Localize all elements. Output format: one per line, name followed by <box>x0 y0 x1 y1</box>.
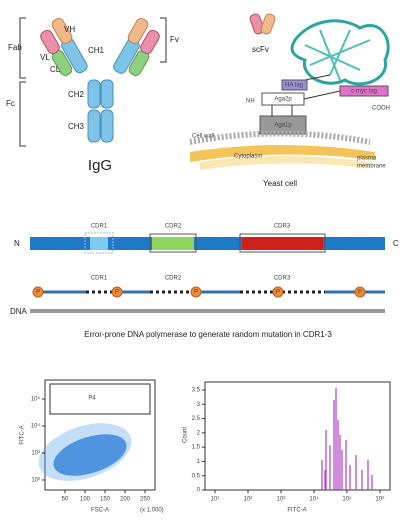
primer-label: P <box>276 290 280 296</box>
axis-label: FITC-A <box>287 508 306 514</box>
label: N <box>14 239 20 248</box>
x-tick-label: 200 <box>120 497 131 503</box>
label: Aga2p <box>274 97 292 103</box>
title: IgG <box>88 157 112 174</box>
y-tick-label: 1.5 <box>192 445 201 451</box>
label: VH <box>64 25 75 34</box>
ticks: 0 0.5 1 1.5 2 2.5 3 3.5 10¹ 10² 10³ 10⁴ 10⁵ 10⁶ <box>192 388 385 503</box>
label: C <box>393 239 399 248</box>
label: CH3 <box>68 122 85 131</box>
x-tick-label: 10⁴ <box>309 496 319 503</box>
primer <box>190 286 202 298</box>
y-tick-label: 10² <box>31 478 40 484</box>
label: Aga1p <box>274 123 292 129</box>
axis-label: Count <box>183 427 189 443</box>
x-tick-label: 10⁶ <box>375 496 385 503</box>
label: DNA <box>10 307 28 316</box>
label: CDR3 <box>274 276 291 282</box>
primer-label: P <box>115 290 119 296</box>
label: scFv <box>252 45 269 54</box>
gene <box>30 290 385 313</box>
y-tick-label: 3.5 <box>192 388 201 394</box>
primer <box>111 286 123 298</box>
primer-label: P <box>36 290 40 296</box>
label: CDR1 <box>91 276 108 282</box>
primer-label: P <box>358 290 362 296</box>
label: CDR1 <box>91 224 108 230</box>
label: Cytoplasm <box>234 154 262 160</box>
label: HA tag <box>285 83 303 89</box>
y-tick-label: 0 <box>197 488 201 494</box>
flow-plot <box>38 379 156 491</box>
primer-label: P <box>194 290 198 296</box>
protein-bar <box>30 232 385 254</box>
yeast-diagram <box>189 13 390 170</box>
x-tick-label: 10² <box>244 497 253 503</box>
label: COOH <box>372 106 390 112</box>
histogram <box>204 381 391 491</box>
ticks: 50 100 150 200 250 10² 10³ 10⁴ 10⁵ <box>31 396 151 503</box>
label: Cell wall <box>192 134 214 140</box>
primer <box>272 286 284 298</box>
y-tick-label: 10⁴ <box>31 423 41 430</box>
label: CDR2 <box>165 276 182 282</box>
label: plasma <box>357 156 377 162</box>
x-tick-label: 10¹ <box>211 497 220 503</box>
x-tick-label: 250 <box>140 497 151 503</box>
label: NH <box>246 99 255 105</box>
caption: Error-prone DNA polymerase to generate r… <box>84 330 332 339</box>
title: Yeast cell <box>263 179 297 188</box>
primer <box>354 286 366 298</box>
primer <box>32 286 44 298</box>
label: membrane <box>357 164 386 170</box>
label: CDR3 <box>274 224 291 230</box>
label: Fab <box>8 43 22 52</box>
axis-label: (x 1,000) <box>140 508 164 514</box>
x-tick-label: 50 <box>62 497 69 503</box>
label: CH2 <box>68 90 85 99</box>
y-tick-label: 0.5 <box>192 473 201 479</box>
axis-label: FITC-A <box>20 425 26 444</box>
y-tick-label: 10³ <box>31 451 40 457</box>
label: Fv <box>170 35 179 44</box>
x-tick-label: 100 <box>80 497 91 503</box>
label: P4 <box>88 396 96 402</box>
igg-diagram <box>19 17 167 147</box>
axis-label: FSC-A <box>91 508 109 514</box>
y-tick-label: 10⁵ <box>31 396 41 403</box>
x-tick-label: 10³ <box>277 497 286 503</box>
x-tick-label: 150 <box>100 497 111 503</box>
y-tick-label: 3 <box>197 402 201 408</box>
label: CH1 <box>88 46 105 55</box>
label: CL <box>50 65 61 74</box>
y-tick-label: 2.5 <box>192 416 201 422</box>
label: Fc <box>6 99 15 108</box>
label: CDR2 <box>165 224 182 230</box>
y-tick-label: 1 <box>197 459 201 465</box>
y-tick-label: 2 <box>197 430 201 436</box>
label: c-myc tag <box>351 89 377 95</box>
label: VL <box>40 53 50 62</box>
x-tick-label: 10⁵ <box>342 496 352 503</box>
